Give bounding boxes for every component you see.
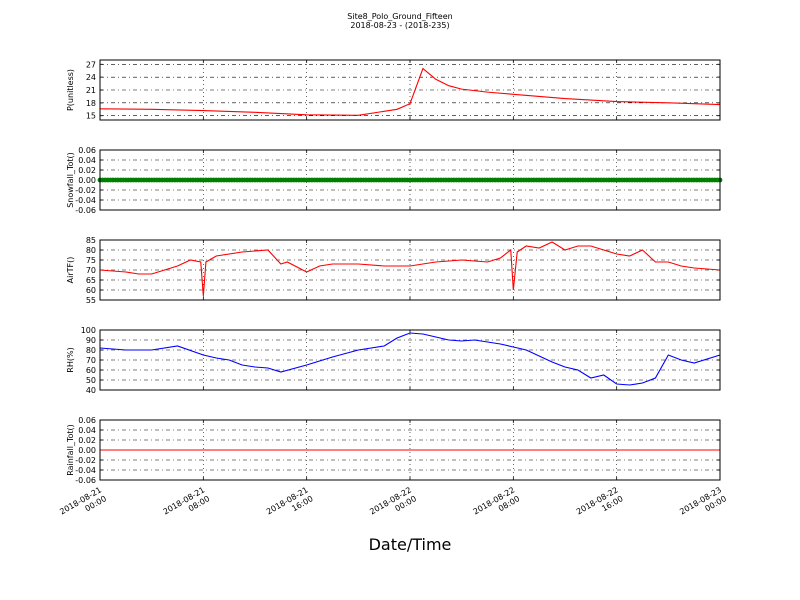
y-axis-label: Rainfall_Tot() bbox=[66, 424, 75, 476]
y-tick-label: 0.00 bbox=[78, 176, 96, 185]
y-tick-label: -0.04 bbox=[75, 196, 96, 205]
y-tick-label: -0.02 bbox=[75, 456, 96, 465]
plot-frame bbox=[99, 59, 721, 121]
y-tick-label: -0.06 bbox=[75, 206, 96, 215]
series-line bbox=[99, 241, 721, 297]
panels: 1518212427P(unitless)0.060.040.020.00-0.… bbox=[66, 59, 723, 485]
y-axis-label: Snowfall_Tot() bbox=[66, 152, 75, 208]
series-line bbox=[99, 67, 721, 116]
y-tick-label: 24 bbox=[86, 73, 96, 82]
plot-frame bbox=[99, 419, 721, 481]
y-tick-label: 0.00 bbox=[78, 446, 96, 455]
y-tick-label: 15 bbox=[86, 112, 96, 121]
y-tick-label: 70 bbox=[86, 266, 96, 275]
y-tick-label: 0.02 bbox=[78, 166, 96, 175]
y-tick-label: 0.06 bbox=[78, 146, 96, 155]
y-tick-label: 0.06 bbox=[78, 416, 96, 425]
y-tick-label: 50 bbox=[86, 376, 96, 385]
y-axis-label: AirTF() bbox=[66, 257, 75, 284]
y-tick-label: -0.02 bbox=[75, 186, 96, 195]
y-tick-label: -0.06 bbox=[75, 476, 96, 485]
y-tick-label: 0.02 bbox=[78, 436, 96, 445]
y-tick-label: 0.04 bbox=[78, 156, 96, 165]
y-tick-label: 60 bbox=[86, 286, 96, 295]
panel-1: 15 18 21 24 27 P(unitless) bbox=[66, 59, 721, 121]
y-axis-label: RH(%) bbox=[66, 347, 75, 372]
x-axis-label: Date/Time bbox=[369, 535, 452, 554]
y-tick-label: 40 bbox=[86, 386, 96, 395]
y-tick-label: 65 bbox=[86, 276, 96, 285]
y-tick-label: 21 bbox=[86, 86, 96, 95]
y-tick-label: 0.04 bbox=[78, 426, 96, 435]
y-tick-label: 80 bbox=[86, 346, 96, 355]
y-tick-label: 70 bbox=[86, 356, 96, 365]
y-tick-label: -0.04 bbox=[75, 466, 96, 475]
panel-5: 0.060.040.020.00-0.02-0.04-0.06Rainfall_… bbox=[66, 416, 721, 485]
y-tick-label: 55 bbox=[86, 296, 96, 305]
plot-frame bbox=[99, 329, 721, 391]
y-tick-label: 18 bbox=[86, 99, 96, 108]
y-tick-label: 60 bbox=[86, 366, 96, 375]
plot-frame bbox=[99, 239, 721, 301]
y-tick-label: 90 bbox=[86, 336, 96, 345]
y-tick-label: 100 bbox=[81, 326, 96, 335]
y-tick-label: 27 bbox=[86, 60, 96, 69]
y-tick-label: 85 bbox=[86, 236, 96, 245]
y-axis-label: P(unitless) bbox=[66, 69, 75, 111]
figure-subtitle: 2018-08-23 - (2018-235) bbox=[350, 21, 449, 30]
figure-title: Site8_Polo_Ground_Fifteen bbox=[347, 12, 452, 21]
plot-frame bbox=[99, 149, 721, 211]
panel-2: 0.060.040.020.00-0.02-0.04-0.06Snowfall_… bbox=[66, 146, 723, 215]
series-line bbox=[99, 332, 721, 386]
y-tick-label: 75 bbox=[86, 256, 96, 265]
y-tick-label: 80 bbox=[86, 246, 96, 255]
